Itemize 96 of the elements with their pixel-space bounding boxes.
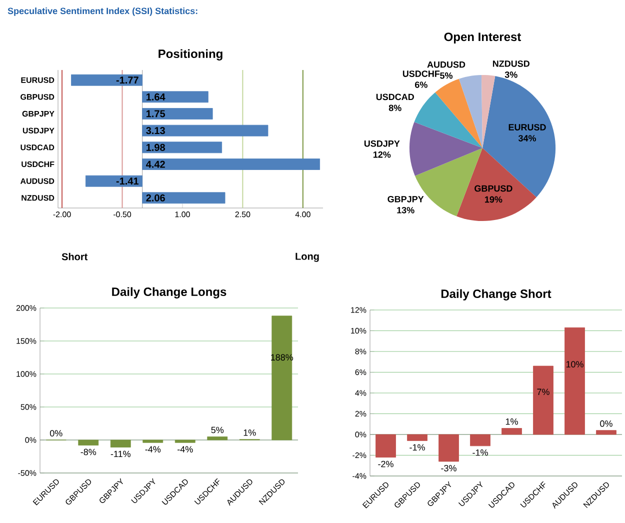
bar bbox=[376, 434, 396, 458]
y-tick-label: 0% bbox=[355, 432, 366, 438]
data-label: 0% bbox=[600, 420, 612, 427]
chart-title: Daily Change Short bbox=[441, 289, 552, 300]
slice-label: AUDUSD bbox=[427, 61, 466, 68]
y-tick-label: GBPJPY bbox=[22, 110, 54, 117]
data-label: 0% bbox=[50, 430, 62, 436]
bar bbox=[142, 108, 213, 120]
bar bbox=[142, 91, 208, 103]
data-label: 5% bbox=[211, 426, 224, 434]
data-label: -1% bbox=[472, 449, 488, 456]
data-label: 12% bbox=[373, 151, 391, 158]
bar bbox=[110, 440, 131, 448]
data-label: 8% bbox=[388, 104, 402, 112]
data-label: 1.64 bbox=[146, 93, 166, 100]
chart-subtitle: Speculative Sentiment Index (SSI) Statistics: bbox=[8, 8, 198, 16]
data-label: -4% bbox=[145, 446, 161, 452]
y-tick-label: 200% bbox=[16, 305, 36, 311]
chart-title: Open Interest bbox=[444, 32, 522, 44]
bar bbox=[533, 366, 554, 435]
data-label: 1% bbox=[244, 430, 256, 436]
data-label: -1.41 bbox=[116, 178, 139, 185]
slice-label: EURUSD bbox=[508, 124, 546, 130]
slice-label: USDCAD bbox=[376, 94, 414, 100]
data-label: 6% bbox=[414, 82, 428, 88]
y-tick-label: USDCHF bbox=[22, 161, 54, 168]
x-tick-label: 1.00 bbox=[175, 212, 190, 218]
bar bbox=[86, 175, 143, 187]
slice-label: GBPJPY bbox=[388, 196, 424, 202]
y-tick-label: -2% bbox=[352, 452, 366, 458]
y-tick-label: -4% bbox=[352, 473, 366, 479]
data-label: -11% bbox=[110, 450, 130, 458]
y-tick-label: 50% bbox=[20, 404, 36, 410]
x-tick-label: 2.50 bbox=[235, 212, 250, 218]
chart-title: Positioning bbox=[158, 49, 222, 60]
data-label: 1.75 bbox=[146, 110, 166, 118]
slice-label: NZDUSD bbox=[492, 60, 530, 67]
x-tick-label: 4.00 bbox=[295, 212, 310, 218]
bar bbox=[142, 142, 222, 154]
y-tick-label: 2% bbox=[355, 410, 366, 417]
data-label: 7% bbox=[537, 388, 550, 396]
text: Long bbox=[296, 252, 319, 262]
data-label: -4% bbox=[178, 446, 193, 452]
slice-label: USDCHF bbox=[402, 70, 440, 77]
bar bbox=[502, 428, 522, 435]
x-tick-label: -0.50 bbox=[113, 212, 132, 218]
bar bbox=[142, 124, 268, 136]
bar bbox=[78, 440, 99, 446]
data-label: 1.98 bbox=[146, 144, 166, 151]
y-tick-label: 10% bbox=[351, 328, 366, 334]
bar bbox=[470, 434, 490, 446]
data-label: 5% bbox=[440, 72, 453, 79]
y-tick-label: 100% bbox=[16, 371, 36, 377]
data-label: -8% bbox=[80, 448, 96, 456]
y-tick-label: 6% bbox=[355, 369, 366, 376]
data-label: 13% bbox=[397, 206, 414, 214]
y-tick-label: -50% bbox=[18, 470, 36, 476]
y-tick-label: USDJPY bbox=[22, 128, 54, 134]
data-label: -1% bbox=[410, 444, 425, 451]
text: Short bbox=[62, 252, 88, 260]
y-tick-label: 4% bbox=[355, 390, 366, 396]
y-tick-label: 150% bbox=[16, 338, 36, 344]
y-tick-label: 12% bbox=[351, 307, 366, 313]
slice-label: USDJPY bbox=[364, 140, 400, 147]
data-label: 4.42 bbox=[146, 160, 165, 168]
bar bbox=[142, 192, 226, 204]
bar bbox=[596, 430, 616, 435]
y-tick-label: 8% bbox=[355, 348, 366, 354]
data-label: 1% bbox=[506, 418, 518, 425]
y-tick-label: 0% bbox=[25, 437, 36, 443]
data-label: 10% bbox=[566, 361, 584, 368]
bar bbox=[142, 158, 320, 170]
data-label: 2.06 bbox=[146, 194, 165, 202]
y-tick-label: GBPUSD bbox=[20, 94, 54, 100]
bar bbox=[207, 436, 228, 440]
y-tick-label: USDCAD bbox=[20, 144, 54, 150]
data-label: -1.77 bbox=[116, 76, 138, 84]
data-label: -2% bbox=[378, 460, 394, 468]
x-tick-label: -2.00 bbox=[53, 212, 71, 218]
data-label: 34% bbox=[518, 135, 536, 142]
bar bbox=[407, 434, 428, 441]
bar bbox=[71, 74, 143, 86]
bar bbox=[174, 440, 196, 443]
data-label: 19% bbox=[485, 196, 502, 203]
bar bbox=[142, 440, 164, 443]
slice-label: GBPUSD bbox=[474, 185, 512, 192]
bar bbox=[564, 327, 585, 435]
y-tick-label: NZDUSD bbox=[22, 195, 54, 201]
chart-title: Daily Change Longs bbox=[112, 287, 226, 298]
data-label: -3% bbox=[441, 464, 456, 472]
bar bbox=[438, 434, 459, 462]
y-tick-label: AUDUSD bbox=[20, 178, 54, 184]
data-label: 3% bbox=[504, 71, 518, 78]
y-tick-label: EURUSD bbox=[21, 77, 54, 83]
data-label: 3.13 bbox=[146, 127, 165, 134]
bar bbox=[272, 316, 292, 440]
